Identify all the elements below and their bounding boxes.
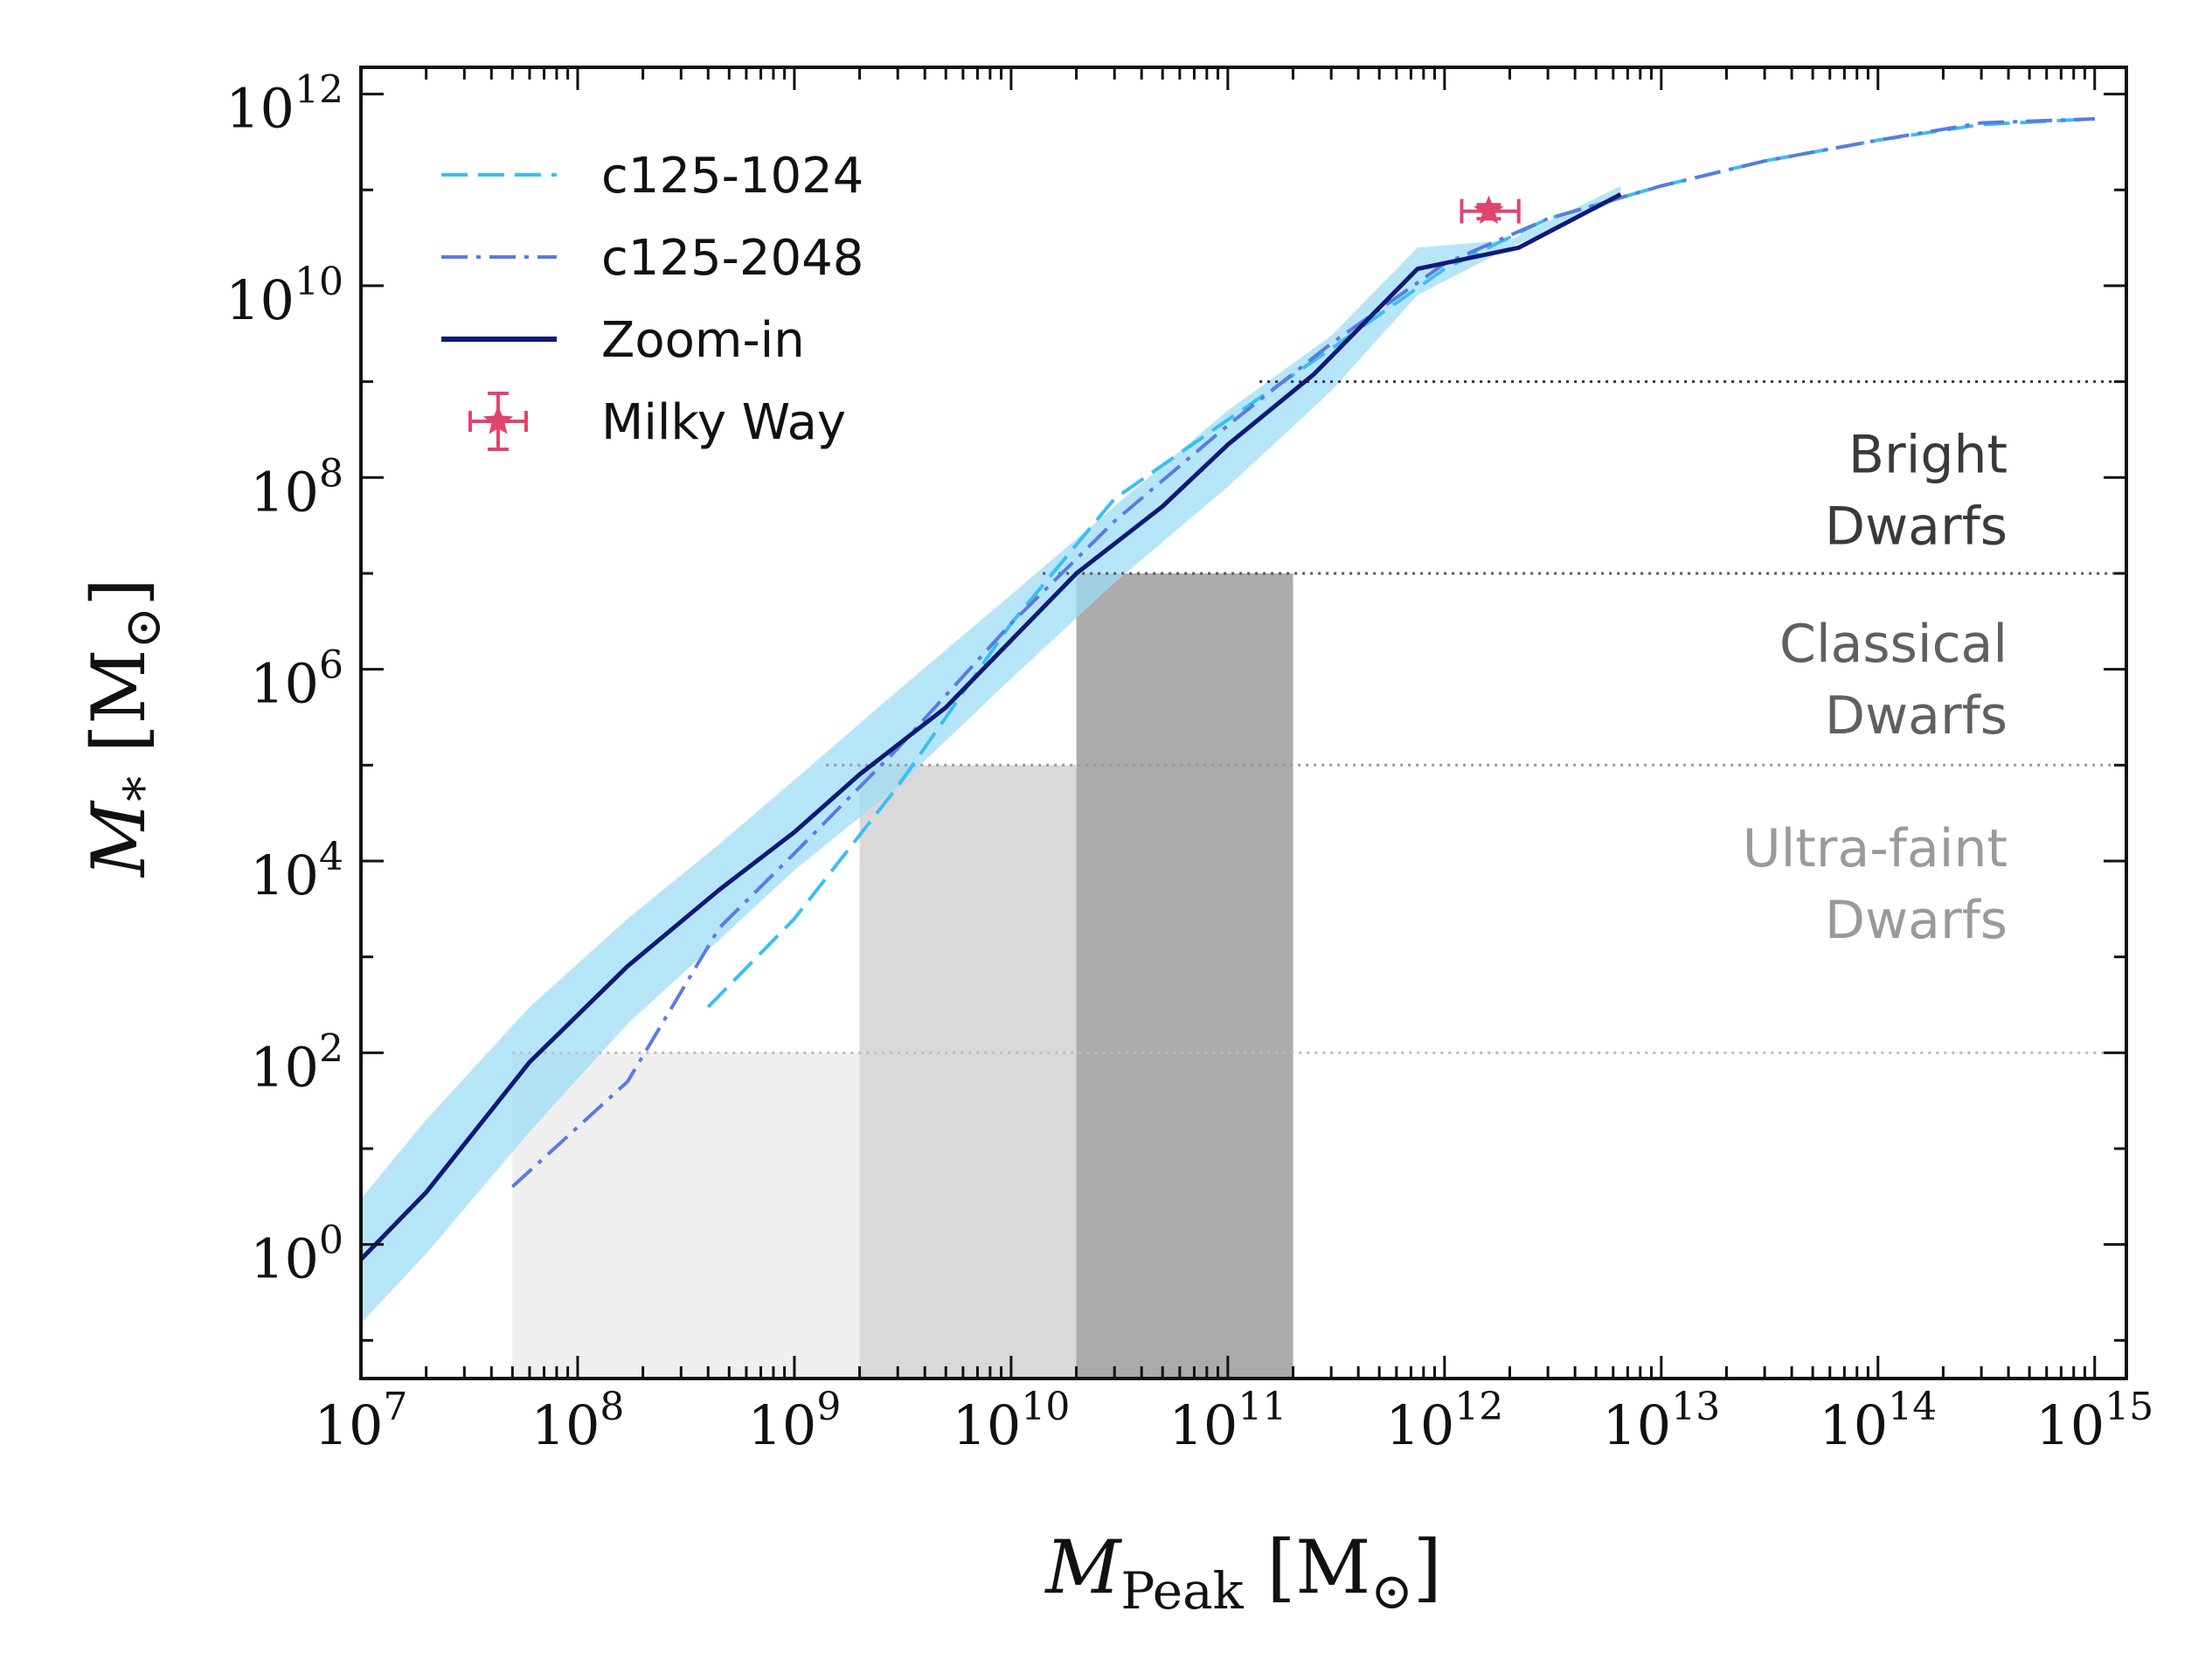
x-tick-label: 1014 <box>1819 1385 1937 1457</box>
x-tick-label: 1010 <box>952 1385 1070 1457</box>
y-tick-label: 1012 <box>225 68 343 141</box>
shaded-region-3 <box>1076 573 1293 1379</box>
legend: c125-1024 c125-2048 Zoom-in Milky Way <box>441 148 863 451</box>
legend-item-c125-1024: c125-1024 <box>441 148 863 205</box>
x-tick-label: 1015 <box>2035 1385 2153 1457</box>
x-tick-label: 1013 <box>1602 1385 1720 1457</box>
legend-label: Zoom-in <box>601 312 805 369</box>
band-label-1-line-2: Dwarfs <box>1825 496 2007 557</box>
band-label-2-line-2: Dwarfs <box>1825 685 2007 747</box>
milky-way-star-icon <box>1474 195 1504 225</box>
y-tick-label: 100 <box>250 1219 343 1291</box>
y-tick-label: 108 <box>250 451 343 524</box>
y-tick-label: 102 <box>250 1026 343 1099</box>
legend-label: c125-1024 <box>601 148 863 205</box>
y-tick-label: 106 <box>250 643 343 716</box>
band-label-3-line-1: Ultra-faint <box>1743 818 2007 879</box>
axis-ticks: 107 108 109 1010 1011 1012 1013 1014 1015 100 102 1… <box>225 67 2153 1457</box>
axes-frame <box>359 66 2128 1380</box>
series-line-c125-2048 <box>510 117 2095 1189</box>
shaded-regions <box>512 573 1293 1379</box>
x-tick-label: 107 <box>315 1385 408 1457</box>
band-label-3-line-2: Dwarfs <box>1825 890 2007 951</box>
legend-label: c125-2048 <box>601 230 863 287</box>
legend-star-icon <box>482 406 514 434</box>
x-tick-label: 1012 <box>1385 1385 1503 1457</box>
legend-item-zoom-in: Zoom-in <box>441 312 805 369</box>
legend-item-c125-2048: c125-2048 <box>441 230 863 287</box>
shaded-region-2 <box>859 765 1077 1379</box>
milky-way-point <box>1460 195 1521 225</box>
x-axis-title: MPeak [M⊙] <box>1044 1525 1441 1621</box>
x-tick-label: 108 <box>531 1385 625 1457</box>
shaded-region-1 <box>512 1052 860 1379</box>
plot-frame <box>359 66 2128 1380</box>
x-tick-label: 109 <box>747 1385 841 1457</box>
plot-area <box>361 117 2126 1379</box>
axis-titles: MPeak [M⊙] M* [M⊙] <box>76 578 1442 1621</box>
x-tick-label: 1011 <box>1168 1385 1286 1457</box>
legend-label: Milky Way <box>601 394 846 451</box>
band-label-1-line-1: Bright <box>1848 424 2007 485</box>
band-label-2-line-1: Classical <box>1779 614 2007 675</box>
y-axis-title: M* [M⊙] <box>76 578 172 879</box>
series-lines <box>361 117 2095 1261</box>
legend-item-milky-way: Milky Way <box>468 392 846 451</box>
series-line-zoom-in <box>361 192 1622 1261</box>
y-tick-label: 1010 <box>225 260 343 332</box>
threshold-lines <box>512 380 2126 1054</box>
y-tick-label: 104 <box>250 835 343 907</box>
band-labels: Bright Dwarfs Classical Dwarfs Ultra-faint Dw… <box>1743 424 2007 951</box>
